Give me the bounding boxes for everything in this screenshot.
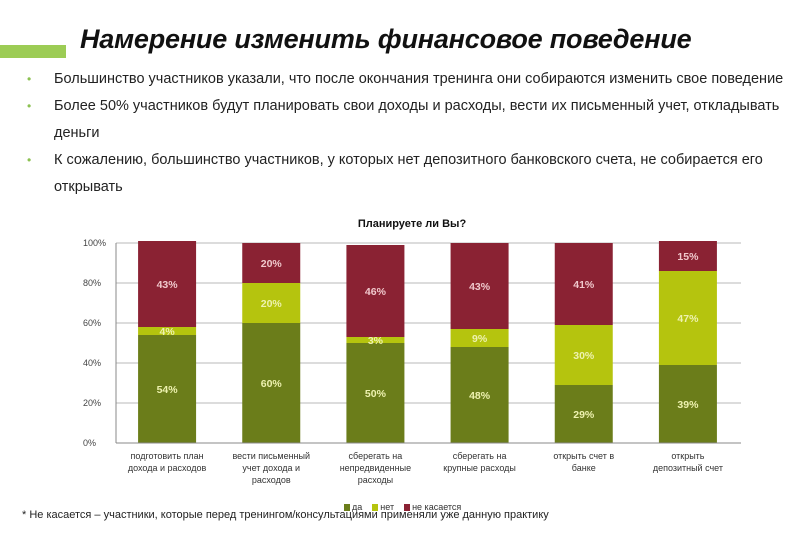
bar-segment-да — [138, 335, 197, 443]
bar-segment-да — [242, 323, 301, 443]
data-label: 41% — [573, 279, 595, 291]
x-tick-label: сберегать на — [349, 451, 403, 461]
bar-segment-нет — [242, 283, 301, 323]
bar-segment-нет — [138, 327, 197, 335]
bullet-text: Большинство участников указали, что посл… — [54, 71, 784, 87]
bullet-text: Более 50% участников будут планировать с… — [54, 98, 780, 141]
legend-swatch — [404, 503, 411, 511]
data-label: 3% — [368, 335, 384, 347]
x-tick-label: расходы — [358, 475, 393, 485]
bar-segment-да — [346, 343, 405, 443]
legend-swatch — [344, 503, 350, 511]
legend-item: нет — [372, 502, 394, 512]
data-label: 29% — [573, 409, 595, 421]
bar-segment-не-касается — [450, 243, 509, 329]
y-tick-label: 80% — [83, 278, 101, 288]
bar-segment-не-касается — [242, 243, 301, 283]
bar-segment-нет — [554, 325, 613, 385]
x-tick-label: вести письменный — [232, 451, 310, 461]
x-tick-label: расходов — [252, 475, 291, 485]
footnote: * Не касается – участники, которые перед… — [22, 509, 549, 521]
data-label: 46% — [365, 286, 387, 298]
bar-segment-нет — [346, 337, 405, 343]
bullet-icon: • — [27, 99, 32, 113]
x-tick-label: депозитный счет — [653, 463, 723, 473]
x-tick-label: сберегать на — [453, 451, 507, 461]
data-label: 43% — [469, 281, 491, 293]
x-tick-label: учет дохода и — [242, 463, 300, 473]
x-tick-label: подготовить план — [131, 451, 204, 461]
data-label: 43% — [157, 279, 179, 291]
bullet-text: К сожалению, большинство участников, у к… — [54, 152, 763, 195]
x-tick-label: непредвиденные — [340, 463, 411, 473]
y-tick-label: 0% — [83, 438, 96, 448]
legend-swatch — [372, 503, 379, 511]
bullet-item: • Более 50% участников будут планировать … — [24, 93, 784, 147]
x-tick-label: дохода и расходов — [128, 463, 207, 473]
data-label: 47% — [677, 313, 699, 325]
legend-label: да — [352, 502, 363, 512]
y-tick-label: 60% — [83, 318, 101, 328]
data-label: 39% — [677, 399, 699, 411]
chart-title: Планируете ли Вы? — [0, 218, 800, 230]
bullet-item: • Большинство участников указали, что пос… — [24, 66, 784, 93]
slide-title: Намерение изменить финансовое поведение — [80, 24, 692, 54]
data-label: 20% — [261, 298, 283, 310]
bar-segment-не-касается — [554, 243, 613, 325]
y-tick-label: 40% — [83, 358, 101, 368]
data-label: 4% — [159, 326, 175, 338]
x-tick-label: крупные расходы — [443, 463, 516, 473]
chart-legend: да нет не касается — [344, 502, 461, 512]
y-tick-label: 100% — [83, 238, 106, 248]
x-tick-label: открыть — [671, 451, 704, 461]
data-label: 30% — [573, 350, 595, 362]
legend-label: нет — [380, 502, 395, 512]
bar-segment-да — [450, 347, 509, 443]
bullet-icon: • — [27, 153, 32, 167]
data-label: 48% — [469, 390, 491, 402]
data-label: 54% — [157, 384, 179, 396]
data-label: 60% — [261, 378, 283, 390]
bullet-icon: • — [27, 72, 32, 86]
data-label: 20% — [261, 258, 283, 270]
data-label: 50% — [365, 388, 387, 400]
bullet-item: • К сожалению, большинство участников, у … — [24, 147, 784, 201]
bar-segment-да — [658, 365, 717, 443]
x-tick-label: открыть счет в — [553, 451, 614, 461]
bar-segment-нет — [450, 329, 509, 347]
legend-item: не касается — [404, 502, 461, 512]
chart-title-text: Планируете ли Вы? — [357, 218, 467, 230]
bar-segment-не-касается — [658, 241, 717, 271]
data-label: 9% — [472, 333, 488, 345]
y-tick-label: 20% — [83, 398, 101, 408]
legend-item: да — [344, 502, 362, 512]
bar-segment-да — [554, 385, 613, 443]
bar-segment-не-касается — [346, 245, 405, 337]
bar-segment-не-касается — [138, 241, 197, 327]
data-label: 15% — [677, 251, 699, 263]
bar-segment-нет — [658, 271, 717, 365]
x-tick-label: банке — [572, 463, 596, 473]
title-accent-bar — [0, 45, 66, 58]
bullet-list: • Большинство участников указали, что пос… — [24, 66, 784, 201]
legend-label: не касается — [412, 502, 462, 512]
